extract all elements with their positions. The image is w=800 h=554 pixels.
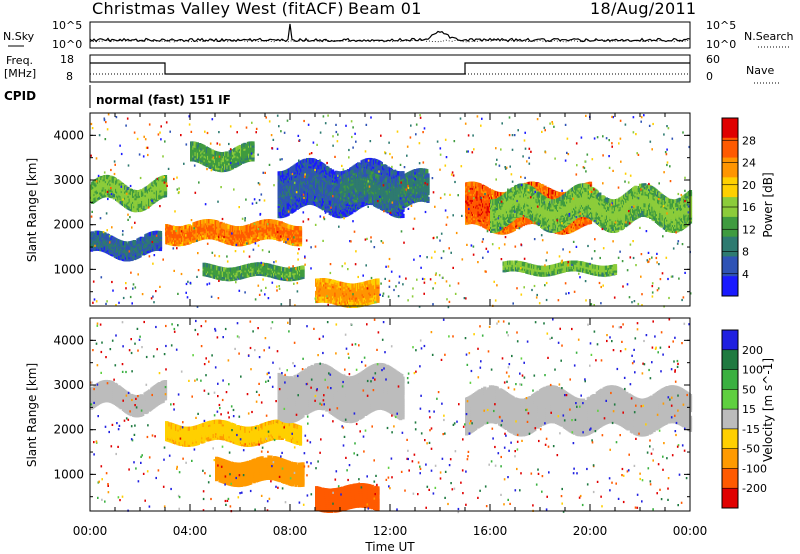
nsky-tick-low: 10^0 (52, 38, 82, 51)
nave-label: Nave (746, 64, 774, 77)
power-data (90, 113, 693, 309)
data-cell (217, 223, 221, 228)
nsky-trace (89, 23, 691, 43)
data-cell (229, 239, 233, 244)
data-cell (113, 177, 118, 182)
data-cell (163, 175, 168, 180)
data-cell (163, 183, 168, 188)
data-cell (401, 213, 405, 218)
data-cell (106, 234, 111, 239)
cpid-panel: CPID normal (fast) 151 IF (4, 85, 231, 108)
data-cell (129, 188, 133, 194)
freq-unit-label: [MHz] (4, 67, 36, 80)
data-cell (141, 190, 145, 195)
date-label: 18/Aug/2011 (590, 0, 696, 18)
station-title: Christmas Valley West (fitACF) (92, 0, 344, 18)
data-cell (219, 221, 223, 226)
data-cell (158, 231, 163, 236)
freq-tick-high: 18 (60, 53, 74, 66)
data-cell (193, 230, 197, 235)
data-cell (112, 193, 116, 198)
beam-label: Beam 01 (348, 0, 422, 18)
nave-tick-low: 0 (706, 70, 713, 83)
freq-panel: Freq. [MHz] 18 8 60 0 Nave (4, 53, 780, 84)
nsearch-label: N.Search (744, 30, 794, 43)
nsky-label: N.Sky (3, 30, 35, 43)
data-cell (100, 231, 104, 236)
freq-label: Freq. (6, 54, 33, 67)
cpid-label: CPID (4, 89, 36, 103)
freq-trace (90, 62, 690, 75)
cpid-text: normal (fast) 151 IF (96, 93, 231, 107)
data-cell (107, 175, 111, 180)
data-cell (298, 226, 303, 231)
nsearch-tick-low: 10^0 (706, 38, 736, 51)
nsky-tick-high: 10^5 (52, 19, 82, 32)
nsearch-tick-high: 10^5 (706, 19, 736, 32)
freq-tick-low: 8 (66, 70, 73, 83)
nsky-panel: N.Sky 10^5 10^0 10^5 10^0 N.Search (3, 19, 794, 51)
nsearch-trace (89, 39, 691, 43)
data-cell (301, 265, 305, 270)
data-cell (103, 232, 107, 237)
data-cell (216, 220, 220, 225)
data-cell (168, 225, 172, 230)
data-cell (221, 222, 225, 227)
nave-tick-high: 60 (706, 53, 720, 66)
